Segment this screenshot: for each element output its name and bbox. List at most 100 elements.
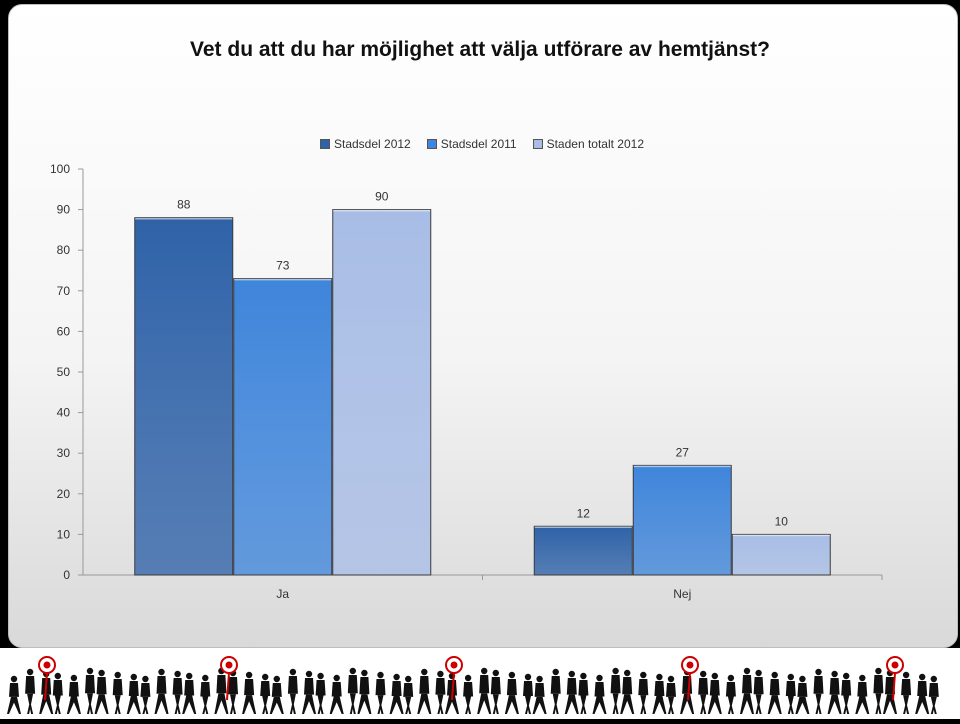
person-head: [70, 674, 78, 682]
data-label: 10: [775, 514, 789, 528]
person-legs: [620, 694, 635, 714]
person-legs: [242, 695, 257, 714]
person-head: [158, 668, 165, 676]
person-body: [9, 683, 19, 697]
footer-banner: [0, 648, 960, 719]
person-legs: [827, 694, 842, 714]
person-legs: [289, 693, 296, 714]
person-body: [85, 675, 95, 694]
person-body: [347, 675, 358, 694]
person-body: [271, 683, 282, 697]
person-body: [857, 682, 868, 697]
person-body: [435, 678, 446, 695]
person-body: [610, 675, 621, 694]
person-head: [640, 671, 647, 679]
x-tick-label: Ja: [276, 587, 289, 601]
person-legs: [564, 694, 579, 714]
legend-swatch: [532, 139, 543, 149]
person-legs: [174, 694, 181, 714]
person-body: [769, 679, 780, 696]
person-head: [667, 675, 675, 683]
person-body: [403, 683, 414, 697]
person-head: [349, 667, 356, 675]
person-legs: [377, 695, 384, 714]
person-legs: [903, 695, 910, 714]
person-body: [52, 680, 63, 696]
person-head: [481, 667, 488, 675]
target-center: [450, 661, 458, 669]
person-legs: [668, 696, 674, 714]
person-body: [25, 676, 36, 694]
person-legs: [552, 693, 559, 714]
person-body: [463, 682, 474, 697]
y-tick-label: 10: [57, 527, 71, 541]
target-stick: [44, 672, 48, 701]
person-body: [622, 677, 633, 695]
person-legs: [94, 694, 109, 714]
person-legs: [182, 695, 197, 714]
bar: [134, 217, 234, 576]
person-body: [216, 675, 227, 694]
person-body: [419, 676, 430, 694]
person-head: [464, 674, 472, 682]
person-legs: [317, 695, 324, 714]
person-legs: [532, 696, 547, 714]
person-head: [902, 671, 910, 679]
person-legs: [652, 696, 667, 714]
person-head: [919, 673, 926, 681]
person-head: [333, 674, 340, 682]
person-legs: [66, 696, 81, 714]
person-body: [566, 678, 577, 695]
legend-item: Staden totalt 2012: [532, 137, 644, 151]
data-label: 73: [276, 259, 290, 273]
person-legs: [767, 695, 782, 714]
person-body: [928, 683, 939, 697]
person-head: [580, 672, 587, 680]
person-body: [682, 676, 693, 694]
person-head: [508, 671, 516, 679]
x-tick-label: Nej: [673, 587, 691, 601]
bar: [233, 278, 333, 576]
person-head: [421, 668, 428, 676]
bar: [332, 209, 432, 576]
person-body: [841, 680, 852, 696]
person-head: [130, 673, 137, 681]
person-legs: [114, 695, 121, 714]
person-legs: [492, 694, 499, 714]
person-body: [331, 682, 342, 697]
person-head: [596, 674, 603, 682]
legend-item: Stadsdel 2012: [320, 137, 411, 151]
person-legs: [815, 693, 822, 714]
target-center: [891, 661, 899, 669]
person-body: [578, 680, 589, 696]
person-legs: [740, 693, 754, 714]
legend-label: Stadsdel 2011: [440, 137, 517, 151]
person-head: [930, 675, 937, 683]
person-head: [202, 674, 209, 682]
person-head: [552, 668, 559, 676]
person-body: [479, 675, 490, 694]
person-legs: [930, 696, 937, 714]
person-head: [289, 668, 297, 676]
person-legs: [700, 694, 707, 714]
person-head: [317, 672, 324, 680]
data-label: 88: [177, 198, 191, 212]
target-center: [225, 661, 233, 669]
person-legs: [202, 696, 209, 714]
person-body: [534, 683, 545, 697]
person-legs: [405, 696, 412, 714]
person-body: [244, 679, 255, 696]
person-legs: [54, 695, 61, 714]
person-body: [550, 676, 561, 694]
person-body: [128, 681, 139, 696]
person-body: [742, 675, 752, 694]
person-head: [393, 673, 400, 681]
target-stick: [687, 672, 691, 701]
person-legs: [580, 695, 587, 714]
person-legs: [915, 696, 930, 714]
person-head: [656, 673, 663, 681]
person-body: [506, 679, 517, 696]
person-body: [725, 682, 736, 697]
person-legs: [525, 696, 531, 714]
person-head: [142, 675, 149, 683]
